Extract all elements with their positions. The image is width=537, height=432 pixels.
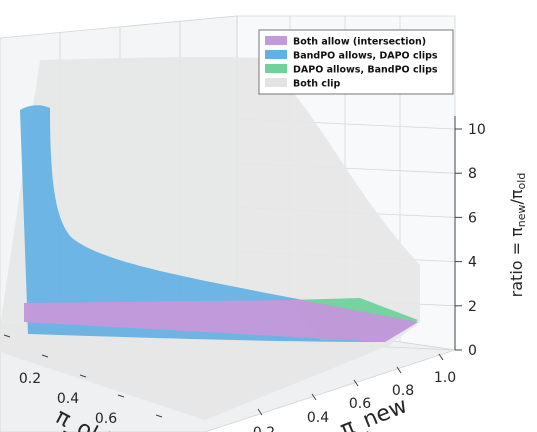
x-tick-mark (79, 374, 87, 378)
z-tick-label: 6 (468, 210, 477, 226)
y-tick-label: 1.0 (434, 370, 456, 386)
legend: Both allow (intersection) BandPO allows, … (258, 29, 454, 95)
z-tick-label: 10 (468, 122, 486, 138)
z-tick-label: 8 (468, 166, 477, 182)
legend-label: Both clip (293, 79, 341, 90)
y-tick-mark (396, 366, 402, 374)
y-tick-label: 0.8 (392, 383, 414, 399)
y-axis-ticks: 0.2 0.4 0.6 0.8 1.0 (253, 353, 456, 432)
y-tick-label: 0.2 (253, 425, 275, 432)
y-tick-mark (311, 393, 317, 401)
legend-swatch (265, 36, 287, 45)
x-tick-mark (117, 394, 125, 398)
legend-swatch (265, 78, 287, 87)
x-axis-ticks: 00.20.40.60.8 (3, 334, 163, 432)
z-axis-label: ratio = πnew/πold (507, 173, 528, 298)
legend-swatch (265, 64, 287, 73)
surface-both-allow (24, 300, 418, 342)
z-label-sub2: old (515, 173, 528, 190)
z-axis: 0 2 4 6 8 10 ratio = πnew/πold (454, 116, 528, 359)
z-tick-label: 0 (468, 343, 477, 359)
x-tick-mark (41, 354, 49, 358)
legend-label: Both allow (intersection) (293, 37, 426, 48)
y-tick-mark (257, 408, 263, 416)
legend-label: DAPO allows, BandPO clips (293, 65, 438, 76)
y-tick-mark (438, 353, 444, 361)
z-label-mid: /π (507, 189, 526, 204)
legend-swatch (265, 50, 287, 59)
z-label-sub1: new (515, 204, 528, 227)
legend-box (258, 29, 454, 95)
legend-label: BandPO allows, DAPO clips (293, 51, 438, 62)
x-tick-label: 0.2 (19, 371, 41, 387)
x-tick-label: 0.6 (95, 411, 117, 427)
z-label-main: ratio = π (507, 227, 526, 297)
y-tick-label: 0.6 (349, 396, 371, 412)
surfaces (0, 57, 420, 421)
x-tick-mark (3, 334, 11, 338)
z-tick-label: 4 (468, 255, 477, 271)
z-axis-ticks: 0 2 4 6 8 10 (455, 122, 486, 359)
legend-entries: Both allow (intersection) BandPO allows, … (265, 36, 438, 90)
x-tick-mark (155, 414, 163, 418)
surface-bandpo-allows (20, 105, 418, 342)
y-tick-label: 0.4 (307, 410, 329, 426)
y-tick-mark (353, 379, 359, 387)
z-tick-label: 2 (468, 299, 477, 315)
x-tick-label: 0.4 (57, 391, 79, 407)
